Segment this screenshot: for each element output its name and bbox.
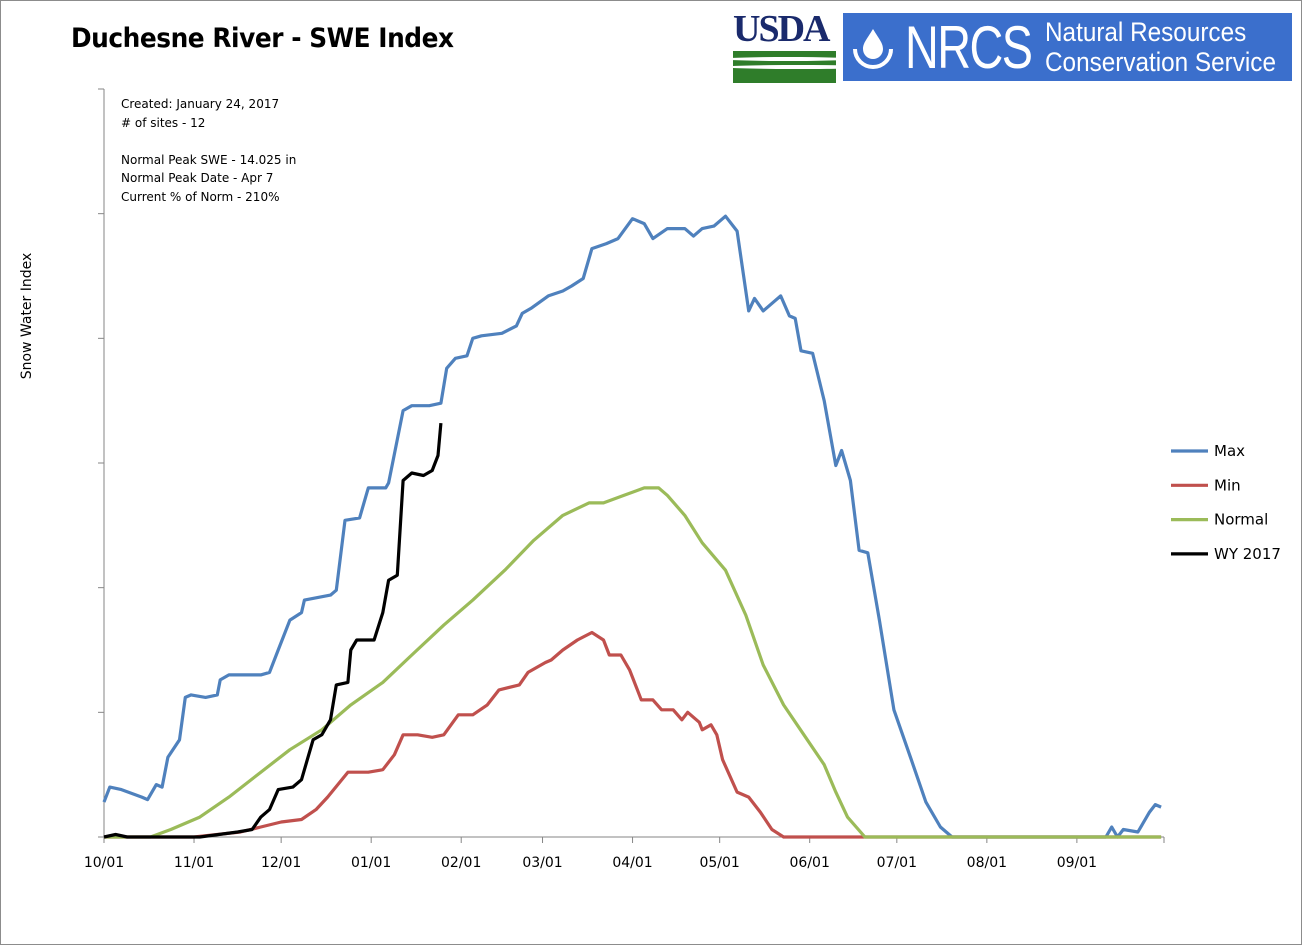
normal-peak-date: Normal Peak Date - Apr 7 bbox=[121, 171, 274, 185]
water-drop-icon bbox=[853, 29, 893, 69]
nrcs-line-1: Natural Resources bbox=[1045, 17, 1247, 47]
usda-logo: USDA bbox=[733, 11, 836, 83]
x-tick-label: 03/01 bbox=[522, 855, 562, 871]
usda-logo-text: USDA bbox=[733, 11, 830, 50]
x-tick-label: 07/01 bbox=[877, 855, 917, 871]
nrcs-full-name: Natural Resources Conservation Service bbox=[1045, 17, 1276, 77]
nrcs-logo: NRCS Natural Resources Conservation Serv… bbox=[843, 13, 1292, 81]
x-tick-label: 02/01 bbox=[441, 855, 481, 871]
x-tick-label: 11/01 bbox=[174, 855, 214, 871]
x-tick-label: 12/01 bbox=[261, 855, 301, 871]
current-percent-of-normal: Current % of Norm - 210% bbox=[121, 189, 280, 204]
chart-title: Duchesne River - SWE Index bbox=[71, 23, 454, 54]
created-date: Created: January 24, 2017 bbox=[121, 97, 280, 111]
x-tick-label: 04/01 bbox=[612, 855, 652, 871]
info-box: Created: January 24, 2017 # of sites - 1… bbox=[121, 95, 296, 206]
legend-label: Max bbox=[1214, 442, 1245, 460]
series-line-normal bbox=[104, 486, 1162, 839]
normal-peak-swe: Normal Peak SWE - 14.025 in bbox=[121, 152, 297, 167]
series-line-min bbox=[104, 630, 1162, 839]
site-count: # of sites - 12 bbox=[121, 115, 206, 130]
usda-field-graphic bbox=[733, 51, 836, 83]
x-tick-label: 06/01 bbox=[790, 855, 830, 871]
x-tick-label: 08/01 bbox=[967, 855, 1007, 871]
x-tick-label: 01/01 bbox=[351, 855, 391, 871]
nrcs-line-2: Conservation Service bbox=[1045, 47, 1276, 77]
x-tick-label: 10/01 bbox=[84, 855, 124, 871]
x-tick-label: 05/01 bbox=[699, 855, 739, 871]
legend-label: WY 2017 bbox=[1214, 545, 1281, 563]
legend-label: Normal bbox=[1214, 511, 1268, 529]
series-line-max bbox=[102, 214, 1162, 839]
legend-label: Min bbox=[1214, 476, 1241, 494]
series-line-wy-2017 bbox=[103, 422, 443, 839]
x-tick-label: 09/01 bbox=[1057, 855, 1097, 871]
nrcs-abbr: NRCS bbox=[905, 14, 1033, 81]
